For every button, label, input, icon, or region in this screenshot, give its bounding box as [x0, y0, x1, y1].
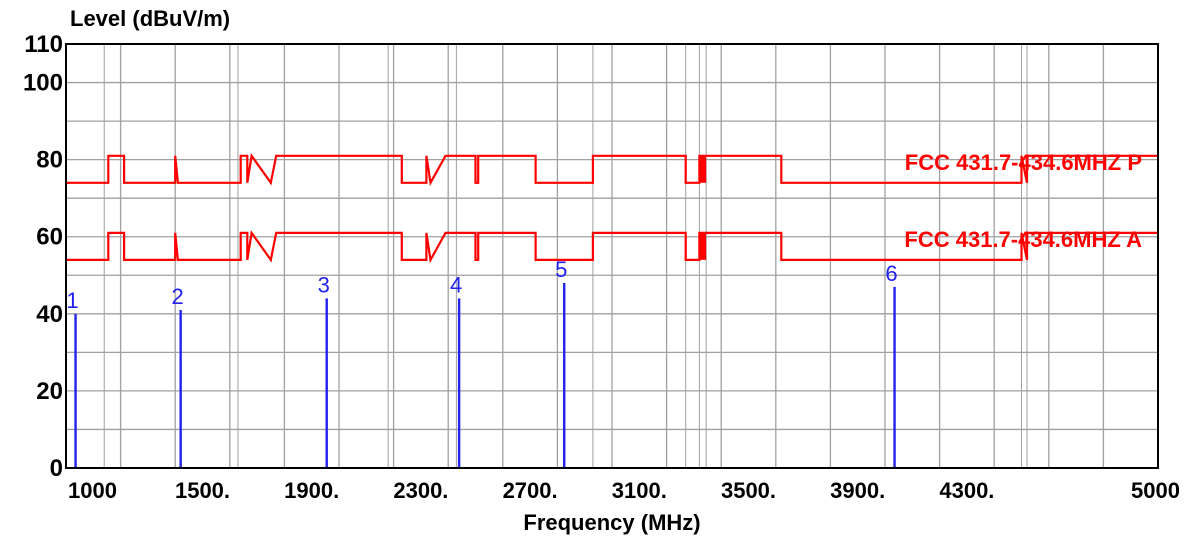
grid	[66, 44, 1158, 468]
limit-notch	[699, 155, 707, 183]
x-tick-label: 2300.	[393, 478, 448, 503]
x-axis-title: Frequency (MHz)	[523, 510, 700, 535]
x-tick-label: 3100.	[612, 478, 667, 503]
y-axis-title: Level (dBuV/m)	[70, 6, 230, 31]
limit-line-average	[66, 230, 1158, 264]
y-tick-label: 0	[50, 455, 63, 482]
limit-labels: FCC 431.7-434.6MHZ P FCC 431.7-434.6MHZ A	[904, 150, 1142, 252]
y-tick-label: 80	[36, 147, 63, 174]
limit-line-peak	[66, 152, 1158, 187]
x-tick-label: 3900.	[830, 478, 885, 503]
marker-label-5: 5	[555, 257, 567, 282]
x-tick-labels: 1000 1500. 1900. 2300. 2700. 3100. 3500. 3900. 4…	[68, 478, 1180, 503]
x-tick-label: 1500.	[175, 478, 230, 503]
limit-lines	[66, 152, 1158, 264]
plot-frame	[65, 43, 1159, 469]
x-tick-label: 1900.	[284, 478, 339, 503]
marker-label-6: 6	[885, 261, 897, 286]
y-tick-label: 20	[36, 378, 63, 405]
y-tick-label: 40	[36, 301, 63, 328]
x-tick-label: 5000	[1131, 478, 1180, 503]
x-tick-label: 1000	[68, 478, 117, 503]
x-tick-label: 4300.	[939, 478, 994, 503]
y-tick-label: 110	[24, 31, 63, 58]
marker-label-1: 1	[66, 288, 78, 313]
marker-label-2: 2	[172, 284, 184, 309]
limit-label-peak: FCC 431.7-434.6MHZ P	[905, 150, 1142, 175]
x-tick-label: 2700.	[503, 478, 558, 503]
measurement-markers: 1 2 3 4 5 6	[66, 257, 898, 468]
marker-label-3: 3	[318, 272, 330, 297]
limit-label-average: FCC 431.7-434.6MHZ A	[904, 227, 1142, 252]
limit-notch	[699, 232, 707, 260]
y-tick-labels: 0 20 40 60 80 100 110	[23, 31, 63, 482]
y-tick-label: 100	[23, 70, 63, 97]
y-tick-label: 60	[36, 224, 63, 251]
x-tick-label: 3500.	[721, 478, 776, 503]
marker-label-4: 4	[450, 272, 462, 297]
